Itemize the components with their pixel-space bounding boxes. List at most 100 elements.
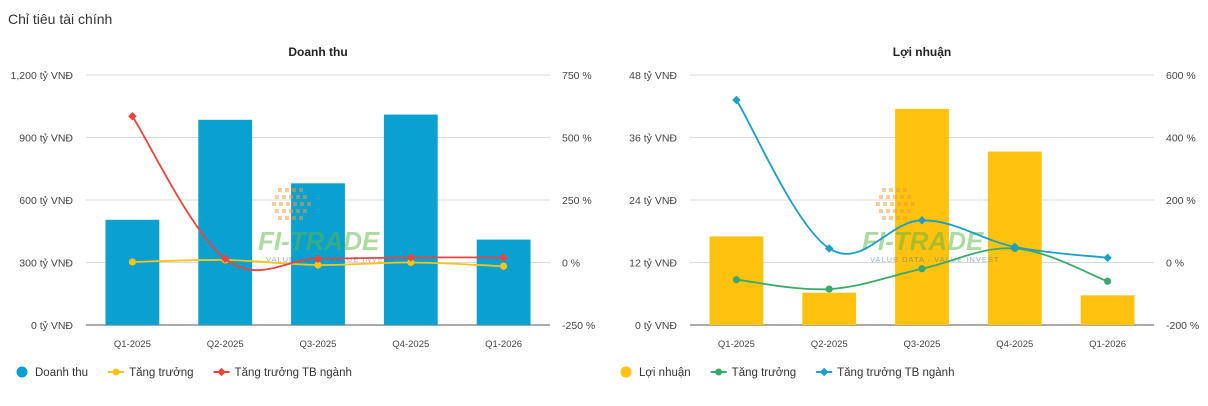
revenue-watermark-dot — [285, 188, 289, 192]
profit-y-left-tick: 36 tỷ VNĐ — [629, 133, 677, 145]
revenue-x-tick: Q1-2025 — [114, 339, 151, 350]
revenue-watermark-dot — [293, 202, 297, 206]
revenue-point — [220, 254, 230, 263]
revenue-point — [314, 261, 322, 269]
revenue-point — [128, 258, 136, 266]
revenue-point — [128, 112, 137, 121]
profit-bar — [987, 151, 1042, 325]
revenue-watermark-dot — [296, 209, 300, 213]
revenue-watermark-dot — [278, 216, 282, 220]
profit-watermark-dot — [900, 195, 904, 199]
revenue-series-line — [131, 115, 504, 272]
revenue-y-left-tick: 1,200 tỷ VNĐ — [11, 70, 74, 82]
revenue-x-tick: Q2-2025 — [207, 339, 244, 350]
profit-watermark-dot — [886, 195, 890, 199]
revenue-watermark-dot — [296, 195, 300, 199]
revenue-y-right-tick: 500 % — [562, 133, 592, 145]
profit-point — [732, 276, 740, 284]
revenue-bar — [105, 219, 160, 325]
profit-watermark-dot — [883, 202, 887, 206]
revenue-bar — [476, 239, 531, 325]
profit-watermark-dot — [904, 202, 908, 206]
profit-point — [825, 285, 833, 293]
revenue-y-left-tick: 900 tỷ VNĐ — [19, 133, 73, 145]
revenue-point — [407, 258, 415, 267]
revenue-legend-marker — [16, 366, 28, 378]
profit-x-tick: Q4-2025 — [996, 339, 1033, 350]
revenue-watermark-tagline: VALUE DATA · VALUE INVEST — [266, 255, 395, 264]
revenue-title: Doanh thu — [288, 45, 347, 59]
profit-point — [1104, 277, 1112, 285]
profit-watermark-dot — [900, 209, 904, 213]
revenue-y-left-tick: 0 tỷ VNĐ — [31, 320, 73, 332]
profit-x-tick: Q1-2026 — [1089, 339, 1126, 350]
profit-watermark-dot — [903, 188, 907, 192]
profit-watermark-dot — [882, 216, 886, 220]
revenue-watermark-dot — [278, 188, 282, 192]
profit-y-left-tick: 24 tỷ VNĐ — [629, 195, 677, 207]
profit-watermark-dot — [896, 188, 900, 192]
profit-point — [1103, 253, 1112, 263]
profit-legend-marker — [620, 366, 632, 378]
revenue-bar — [198, 119, 253, 326]
revenue-watermark-dot — [299, 188, 303, 192]
revenue-legend-label: Tăng trưởng TB ngành — [235, 367, 352, 379]
profit-watermark-dot — [911, 202, 915, 206]
profit-watermark-dot — [897, 202, 901, 206]
profit-point — [824, 244, 834, 253]
profit-point — [732, 95, 741, 105]
profit-x-tick: Q3-2025 — [904, 339, 941, 350]
profit-series-line — [735, 99, 1108, 259]
profit-watermark-dot — [907, 195, 911, 199]
revenue-y-right-tick: 750 % — [562, 70, 592, 82]
profit-watermark-dot — [876, 202, 880, 206]
revenue-x-tick: Q1-2026 — [485, 339, 522, 350]
profit-x-tick: Q2-2025 — [811, 339, 848, 350]
profit-title: Lợi nhuận — [893, 45, 952, 59]
profit-legend-label: Tăng trưởng TB ngành — [837, 367, 954, 379]
profit-watermark-dot — [907, 209, 911, 213]
profit-watermark-dot — [903, 216, 907, 220]
profit-watermark-dot — [889, 216, 893, 220]
revenue-watermark-dot — [303, 195, 307, 199]
profit-y-right-tick: 600 % — [1166, 70, 1196, 82]
revenue-y-right-tick: 250 % — [562, 195, 592, 207]
revenue-y-left-tick: 300 tỷ VNĐ — [19, 258, 73, 270]
revenue-y-right-tick: 0 % — [562, 258, 580, 270]
revenue-watermark-dot — [275, 195, 279, 199]
profit-y-right-tick: -200 % — [1166, 320, 1199, 332]
revenue-x-tick: Q4-2025 — [392, 339, 429, 350]
profit-watermark-dot — [879, 195, 883, 199]
profit-bar — [802, 292, 857, 325]
revenue-bar — [291, 183, 345, 325]
revenue-watermark-dot — [292, 188, 296, 192]
profit-chart: Lợi nhuận 0 tỷ VNĐ 12 tỷ VNĐ 24 tỷ VNĐ 36 tỷ… — [604, 0, 1208, 406]
profit-watermark-dot — [896, 216, 900, 220]
profit-x-tick: Q1-2025 — [718, 339, 755, 350]
profit-legend-label: Tăng trưởng — [732, 367, 796, 379]
profit-y-right-tick: 200 % — [1166, 195, 1196, 207]
revenue-watermark-dot — [279, 202, 283, 206]
revenue-watermark-dot — [289, 209, 293, 213]
revenue-watermark-dot — [272, 202, 276, 206]
revenue-legend-label: Tăng trưởng — [129, 367, 193, 379]
profit-bar — [1080, 295, 1135, 325]
profit-y-left-tick: 48 tỷ VNĐ — [629, 70, 677, 82]
revenue-watermark-dot — [275, 209, 279, 213]
revenue-watermark-dot — [289, 195, 293, 199]
revenue-y-left-tick: 600 tỷ VNĐ — [19, 195, 73, 207]
revenue-watermark-dot — [303, 209, 307, 213]
profit-watermark-dot — [882, 188, 886, 192]
revenue-point — [500, 262, 508, 270]
revenue-point — [313, 254, 323, 263]
profit-watermark-dot — [893, 195, 897, 199]
profit-watermark-tagline: VALUE DATA · VALUE INVEST — [870, 255, 999, 264]
profit-watermark-brand: FI-TRADE — [862, 226, 984, 256]
revenue-watermark-dot — [285, 216, 289, 220]
revenue-chart-svg: Doanh thu 0 tỷ VNĐ 300 tỷ VNĐ 600 tỷ VNĐ 900… — [11, 45, 596, 379]
revenue-chart: Doanh thu 0 tỷ VNĐ 300 tỷ VNĐ 600 tỷ VNĐ 900… — [11, 45, 596, 379]
revenue-watermark-dot — [299, 216, 303, 220]
revenue-watermark-dot — [307, 202, 311, 206]
